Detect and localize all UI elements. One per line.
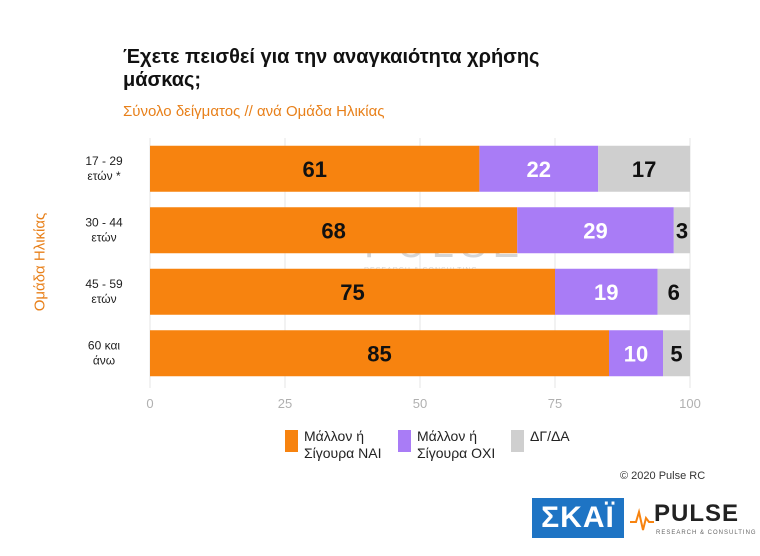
legend-label: Μάλλον ή Σίγουρα ΟΧΙ xyxy=(417,428,496,461)
x-tick-label: 50 xyxy=(413,396,427,411)
legend-label: Μάλλον ή Σίγουρα ΝΑΙ xyxy=(304,428,382,461)
data-label: 19 xyxy=(594,280,618,305)
data-label: 5 xyxy=(670,341,682,366)
pulse-logo-word: PULSE xyxy=(654,500,740,527)
bar-segment xyxy=(479,145,599,192)
data-label: 10 xyxy=(624,341,648,366)
data-label: 6 xyxy=(668,280,680,305)
pulse-wave-icon xyxy=(630,508,654,531)
x-tick-label: 0 xyxy=(146,396,153,411)
legend-item: Μάλλον ή Σίγουρα ΟΧΙ xyxy=(398,428,497,462)
pulse-logo: PULSE RESEARCH & CONSULTING xyxy=(630,500,756,544)
category-label: 60 και άνω xyxy=(88,338,120,367)
copyright-text: © 2020 Pulse RC xyxy=(620,470,706,482)
category-label: 17 - 29 ετών * xyxy=(85,154,123,183)
data-label: 3 xyxy=(676,218,688,243)
bar-segment xyxy=(517,207,674,254)
data-label: 85 xyxy=(367,341,391,366)
bar-segment xyxy=(150,207,518,254)
data-label: 75 xyxy=(340,280,364,305)
chart-legend: Μάλλον ή Σίγουρα ΝΑΙ Μάλλον ή Σίγουρα ΟΧΙ ΔΓ… xyxy=(285,428,610,462)
bar-segment xyxy=(663,330,690,377)
data-label: 22 xyxy=(527,157,551,182)
legend-item: Μάλλον ή Σίγουρα ΝΑΙ xyxy=(285,428,384,462)
bar-segment xyxy=(673,207,690,254)
data-label: 68 xyxy=(321,218,345,243)
legend-swatch xyxy=(511,430,524,452)
skai-logo: ΣΚΑΪ xyxy=(532,498,624,538)
bar-segment xyxy=(150,145,480,192)
legend-label: ΔΓ/ΔΑ xyxy=(530,428,570,444)
bar-segment xyxy=(657,268,690,315)
bar-segment xyxy=(555,268,658,315)
bar-segment xyxy=(609,330,663,377)
category-label: 45 - 59 ετών xyxy=(85,277,123,306)
stacked-bar-chart: 0 25 50 75 100 17 - 29 ετών * 61 22 17 30 - 44 ετών… xyxy=(85,138,701,411)
x-tick-label: 100 xyxy=(679,396,701,411)
bar-segment xyxy=(150,330,609,377)
x-tick-label: 75 xyxy=(548,396,562,411)
x-tick-label: 25 xyxy=(278,396,292,411)
legend-swatch xyxy=(398,430,411,452)
pulse-logo-tagline: RESEARCH & CONSULTING xyxy=(656,530,757,536)
data-label: 29 xyxy=(583,218,607,243)
data-label: 61 xyxy=(302,157,326,182)
chart-title: Έχετε πεισθεί για την αναγκαιότητα χρήση… xyxy=(123,46,540,91)
bar-segment xyxy=(150,268,555,315)
chart-subtitle: Σύνολο δείγματος // ανά Ομάδα Ηλικίας xyxy=(123,103,385,120)
legend-item: ΔΓ/ΔΑ xyxy=(511,428,610,462)
legend-swatch xyxy=(285,430,298,452)
data-label: 17 xyxy=(632,157,656,182)
bar-segment xyxy=(598,145,690,192)
category-label: 30 - 44 ετών xyxy=(85,215,123,244)
